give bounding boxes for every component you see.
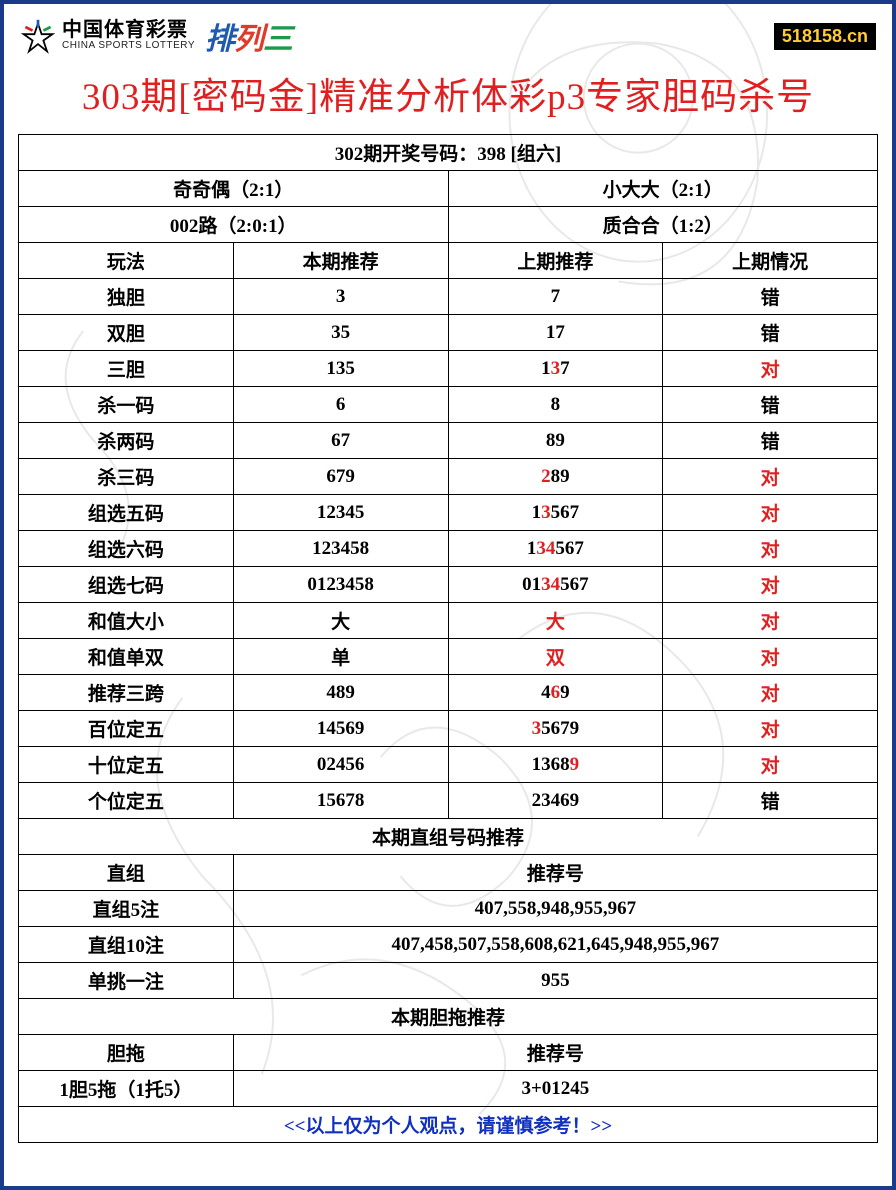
header: 中国体育彩票 CHINA SPORTS LOTTERY 排列三 518158.c… [18, 12, 878, 62]
section2-title: 本期胆拖推荐 [19, 999, 878, 1035]
prev-result: 错 [663, 387, 878, 423]
current-rec: 6 [233, 387, 448, 423]
play-type: 独胆 [19, 279, 234, 315]
pailie3-logo: 排列三 [205, 14, 292, 58]
prev-result: 对 [663, 567, 878, 603]
prime: 质合合（1:2） [448, 207, 878, 243]
prev-result: 对 [663, 711, 878, 747]
sec2-col-b: 推荐号 [233, 1035, 877, 1071]
logo-text-en: CHINA SPORTS LOTTERY [62, 41, 195, 52]
route: 002路（2:0:1） [19, 207, 449, 243]
current-rec: 3 [233, 279, 448, 315]
prev-result: 错 [663, 423, 878, 459]
combo-type: 直组10注 [19, 927, 234, 963]
prev-result: 错 [663, 783, 878, 819]
lottery-logo-icon [20, 18, 56, 54]
play-type: 杀两码 [19, 423, 234, 459]
prev-result: 对 [663, 675, 878, 711]
current-rec: 123458 [233, 531, 448, 567]
prev-result: 错 [663, 279, 878, 315]
current-rec: 35 [233, 315, 448, 351]
logo-block: 中国体育彩票 CHINA SPORTS LOTTERY 排列三 [20, 14, 292, 58]
prev-rec: 0134567 [448, 567, 663, 603]
prev-rec: 137 [448, 351, 663, 387]
current-rec: 12345 [233, 495, 448, 531]
prev-rec: 17 [448, 315, 663, 351]
prev-rec: 134567 [448, 531, 663, 567]
sec1-col-a: 直组 [19, 855, 234, 891]
logo-text-cn: 中国体育彩票 [62, 20, 195, 41]
prev-rec: 89 [448, 423, 663, 459]
play-type: 杀一码 [19, 387, 234, 423]
play-type: 个位定五 [19, 783, 234, 819]
prev-rec: 7 [448, 279, 663, 315]
prev-result: 对 [663, 603, 878, 639]
prev-rec: 35679 [448, 711, 663, 747]
current-rec: 0123458 [233, 567, 448, 603]
current-rec: 67 [233, 423, 448, 459]
play-type: 和值单双 [19, 639, 234, 675]
prev-result: 错 [663, 315, 878, 351]
prev-result: 对 [663, 459, 878, 495]
col-header-3: 上期情况 [663, 243, 878, 279]
current-rec: 135 [233, 351, 448, 387]
current-rec: 02456 [233, 747, 448, 783]
prev-rec: 8 [448, 387, 663, 423]
current-rec: 大 [233, 603, 448, 639]
combo-numbers: 407,558,948,955,967 [233, 891, 877, 927]
col-header-0: 玩法 [19, 243, 234, 279]
combo-type: 单挑一注 [19, 963, 234, 999]
section1-title: 本期直组号码推荐 [19, 819, 878, 855]
play-type: 推荐三跨 [19, 675, 234, 711]
play-type: 杀三码 [19, 459, 234, 495]
play-type: 百位定五 [19, 711, 234, 747]
prev-rec: 大 [448, 603, 663, 639]
size: 小大大（2:1） [448, 171, 878, 207]
play-type: 组选五码 [19, 495, 234, 531]
sec1-col-b: 推荐号 [233, 855, 877, 891]
dantuo-type: 1胆5拖（1托5） [19, 1071, 234, 1107]
dantuo-numbers: 3+01245 [233, 1071, 877, 1107]
site-badge: 518158.cn [774, 23, 876, 50]
combo-type: 直组5注 [19, 891, 234, 927]
prev-result: 对 [663, 531, 878, 567]
prev-rec: 双 [448, 639, 663, 675]
disclaimer: <<以上仅为个人观点，请谨慎参考！>> [19, 1107, 878, 1143]
play-type: 组选七码 [19, 567, 234, 603]
prev-rec: 469 [448, 675, 663, 711]
play-type: 双胆 [19, 315, 234, 351]
combo-numbers: 955 [233, 963, 877, 999]
current-rec: 15678 [233, 783, 448, 819]
prev-rec: 289 [448, 459, 663, 495]
prev-result: 对 [663, 495, 878, 531]
prev-result: 对 [663, 351, 878, 387]
prev-result: 对 [663, 639, 878, 675]
play-type: 和值大小 [19, 603, 234, 639]
col-header-1: 本期推荐 [233, 243, 448, 279]
prev-rec: 13567 [448, 495, 663, 531]
parity: 奇奇偶（2:1） [19, 171, 449, 207]
combo-numbers: 407,458,507,558,608,621,645,948,955,967 [233, 927, 877, 963]
main-table: 302期开奖号码：398 [组六]奇奇偶（2:1）小大大（2:1）002路（2:… [18, 134, 878, 1143]
prev-rec: 13689 [448, 747, 663, 783]
play-type: 组选六码 [19, 531, 234, 567]
sec2-col-a: 胆拖 [19, 1035, 234, 1071]
current-rec: 489 [233, 675, 448, 711]
draw-result: 302期开奖号码：398 [组六] [19, 135, 878, 171]
play-type: 三胆 [19, 351, 234, 387]
current-rec: 14569 [233, 711, 448, 747]
current-rec: 679 [233, 459, 448, 495]
col-header-2: 上期推荐 [448, 243, 663, 279]
play-type: 十位定五 [19, 747, 234, 783]
current-rec: 单 [233, 639, 448, 675]
prev-rec: 23469 [448, 783, 663, 819]
page-title: 303期[密码金]精准分析体彩p3专家胆码杀号 [18, 62, 878, 134]
prev-result: 对 [663, 747, 878, 783]
